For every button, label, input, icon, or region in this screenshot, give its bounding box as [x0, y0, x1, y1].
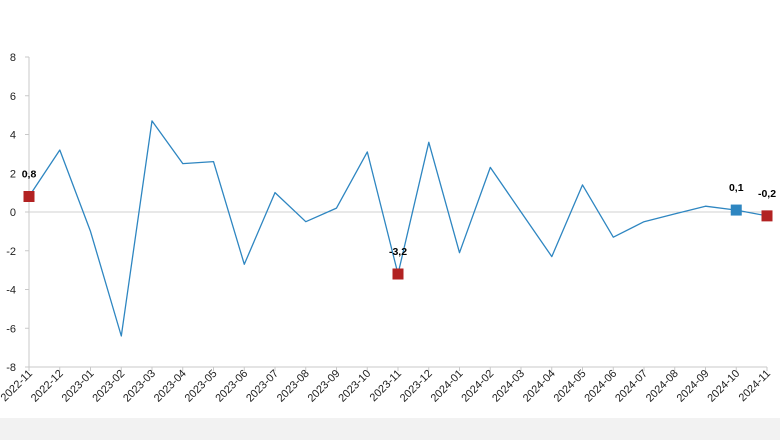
- highlight-marker: [761, 210, 773, 222]
- x-tick-label: 2023-12: [398, 368, 435, 405]
- y-tick-label: -6: [6, 323, 16, 335]
- x-tick-label: 2023-06: [213, 368, 250, 405]
- y-tick-label: 2: [10, 168, 16, 180]
- x-tick-label: 2024-09: [675, 368, 712, 405]
- y-tick-label: 6: [10, 91, 16, 103]
- y-tick-label: 4: [10, 130, 16, 142]
- y-tick-label: -8: [6, 362, 16, 374]
- highlight-marker: [23, 191, 35, 202]
- x-tick-label: 2024-07: [613, 368, 650, 405]
- data-label: 0,1: [729, 182, 744, 194]
- x-tick-label: 2023-09: [306, 368, 343, 405]
- y-tick-label: 8: [10, 52, 16, 64]
- x-tick-label: 2023-10: [336, 368, 373, 405]
- x-tick-label: 2023-07: [244, 368, 281, 405]
- x-tick-label: 2023-11: [368, 368, 404, 404]
- y-tick-label: -4: [6, 285, 16, 297]
- data-label: 0,8: [22, 169, 37, 181]
- data-label: -0,2: [758, 188, 776, 200]
- x-tick-label: 2022-12: [29, 368, 66, 405]
- x-tick-label: 2023-02: [90, 368, 127, 405]
- series-line: [28, 120, 768, 337]
- x-tick-label: 2024-04: [521, 368, 558, 405]
- x-tick-label: 2023-08: [275, 368, 312, 405]
- x-tick-label: 2024-08: [644, 368, 681, 405]
- highlight-marker: [730, 204, 742, 216]
- x-tick-label: 2024-05: [552, 368, 589, 405]
- x-tick-label: 2023-01: [60, 368, 97, 405]
- highlight-markers: [23, 191, 773, 280]
- x-tick-label: 2024-03: [490, 368, 527, 405]
- series: [28, 120, 768, 337]
- y-tick-label: 0: [10, 207, 16, 219]
- x-tick-label: 2024-01: [429, 368, 466, 405]
- x-tick-label: 2023-03: [121, 368, 158, 405]
- data-labels: 0,8 -3,2 0,1 -0,2: [22, 169, 777, 259]
- y-axis: 8 6 4 2 0 -2 -4 -6 -8: [6, 52, 767, 374]
- x-axis: 2022-112022-122023-012023-022023-032023-…: [0, 366, 773, 405]
- x-tick-label: 2023-05: [183, 368, 220, 405]
- x-tick-label: 2024-10: [705, 368, 742, 405]
- x-tick-label: 2024-02: [459, 368, 496, 405]
- y-tick-label: -2: [6, 246, 16, 258]
- highlight-marker: [392, 268, 404, 280]
- x-tick-label: 2024-06: [582, 368, 619, 405]
- footer-band: [0, 418, 780, 440]
- x-tick-label: 2024-11: [737, 368, 773, 404]
- data-label: -3,2: [389, 246, 407, 258]
- x-tick-label: 2023-04: [152, 368, 189, 405]
